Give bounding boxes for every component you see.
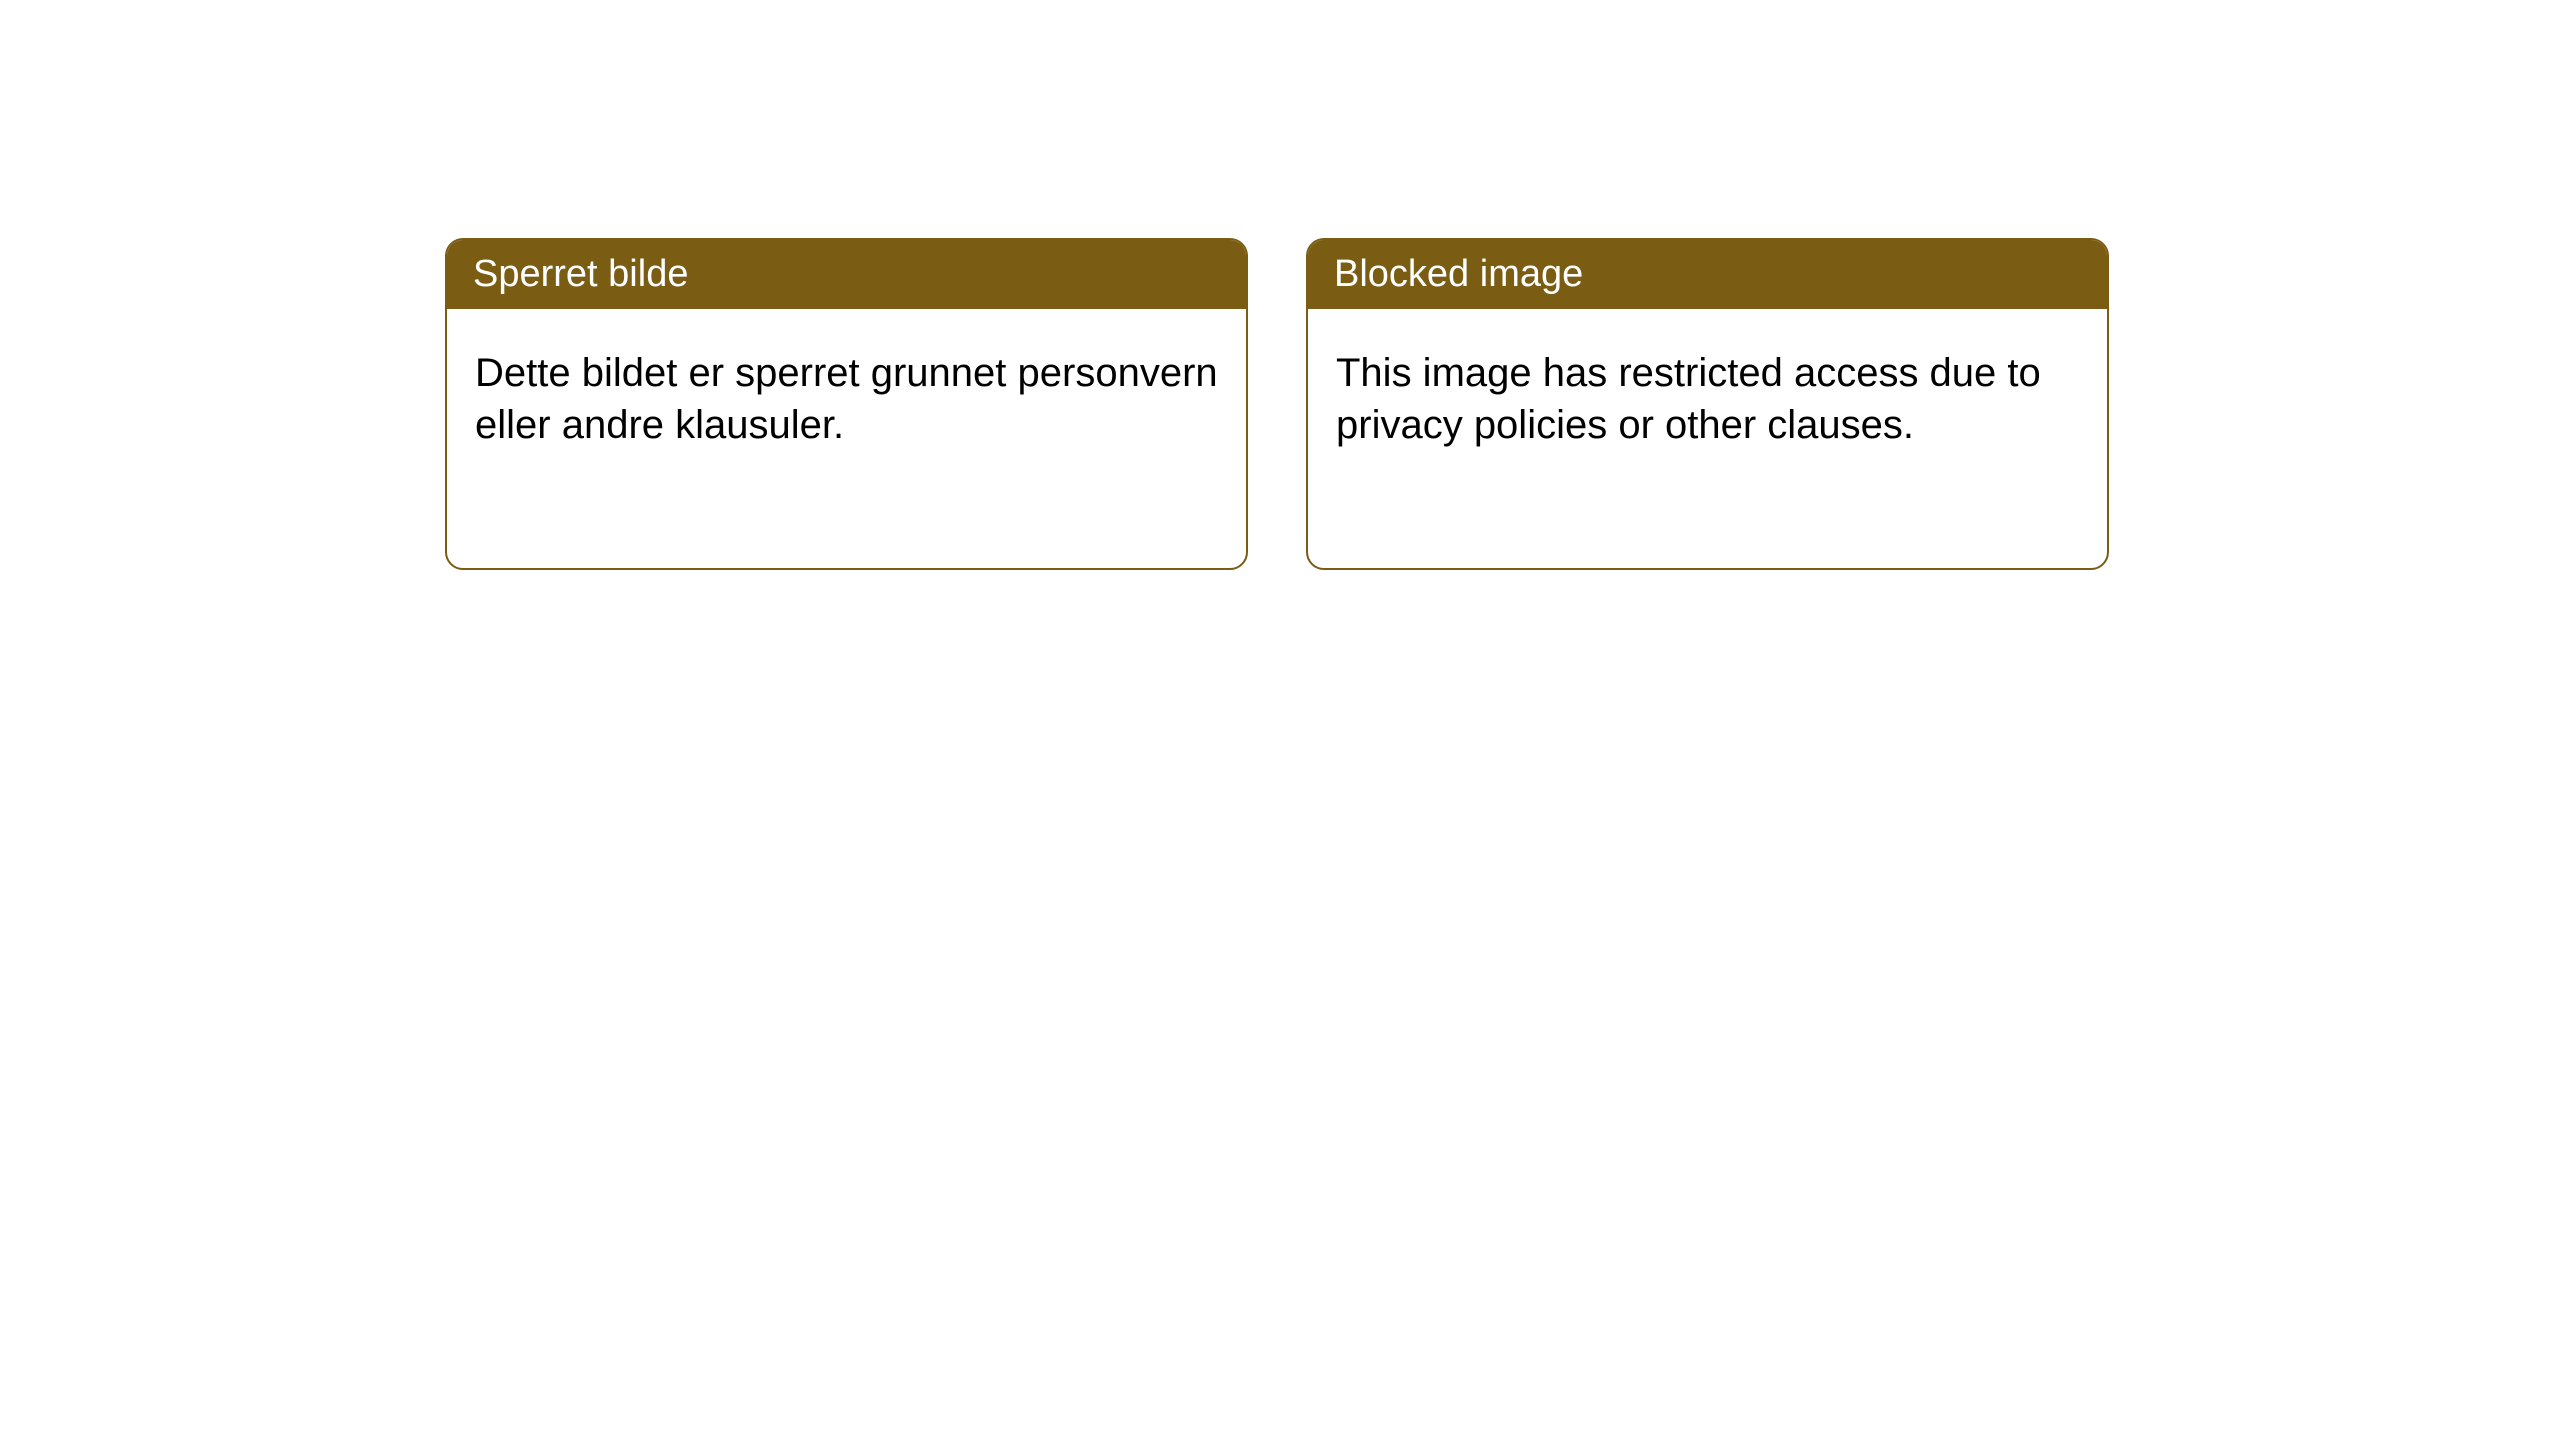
- notice-title: Blocked image: [1334, 253, 1583, 295]
- notice-card-norwegian: Sperret bilde Dette bildet er sperret gr…: [445, 238, 1248, 570]
- notice-title: Sperret bilde: [473, 253, 688, 295]
- notice-card-english: Blocked image This image has restricted …: [1306, 238, 2109, 570]
- notice-card-body: Dette bildet er sperret grunnet personve…: [447, 309, 1246, 489]
- notice-card-header: Sperret bilde: [447, 240, 1246, 309]
- notice-card-body: This image has restricted access due to …: [1308, 309, 2107, 489]
- notice-card-header: Blocked image: [1308, 240, 2107, 309]
- notice-body-text: This image has restricted access due to …: [1336, 351, 2041, 447]
- notice-container: Sperret bilde Dette bildet er sperret gr…: [445, 238, 2109, 570]
- notice-body-text: Dette bildet er sperret grunnet personve…: [475, 351, 1218, 447]
